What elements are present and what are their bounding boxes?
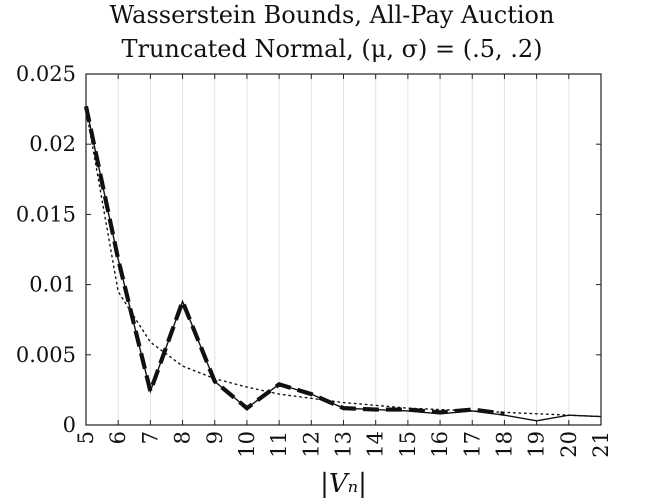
- x-tick-label: 12: [299, 431, 323, 458]
- x-tick-label: 21: [589, 431, 613, 458]
- grid-lines: [118, 74, 569, 425]
- y-tick-label: 0.01: [29, 273, 76, 297]
- y-tick-label: 0.025: [16, 62, 76, 86]
- y-tick-label: 0.02: [29, 132, 76, 156]
- x-tick-label: 20: [557, 431, 581, 458]
- series-line-dashed-thick: [86, 106, 504, 413]
- x-tick-label: 18: [492, 431, 516, 458]
- x-tick-label: 16: [428, 431, 452, 458]
- x-tick-label: 19: [525, 431, 549, 458]
- x-tick-label: 9: [203, 431, 227, 444]
- x-tick-labels: 5 6 7 8 9 10 11 12 13 14 15 16 17 18 19 20 21: [74, 431, 613, 458]
- y-tick-label: 0.015: [16, 202, 76, 226]
- x-tick-label: 15: [396, 431, 420, 458]
- x-tick-label: 10: [235, 431, 259, 458]
- x-tick-label: 6: [106, 431, 130, 444]
- x-tick-label: 7: [138, 431, 162, 444]
- x-tick-label: 8: [171, 431, 195, 444]
- x-tick-label: 17: [460, 431, 484, 458]
- x-tick-label: 5: [74, 431, 98, 444]
- x-axis-label: |Vₙ|: [320, 469, 367, 499]
- y-tick-label: 0.005: [16, 343, 76, 367]
- x-tick-label: 11: [267, 431, 291, 458]
- x-tick-label: 14: [364, 431, 388, 458]
- x-tick-label: 13: [332, 431, 356, 458]
